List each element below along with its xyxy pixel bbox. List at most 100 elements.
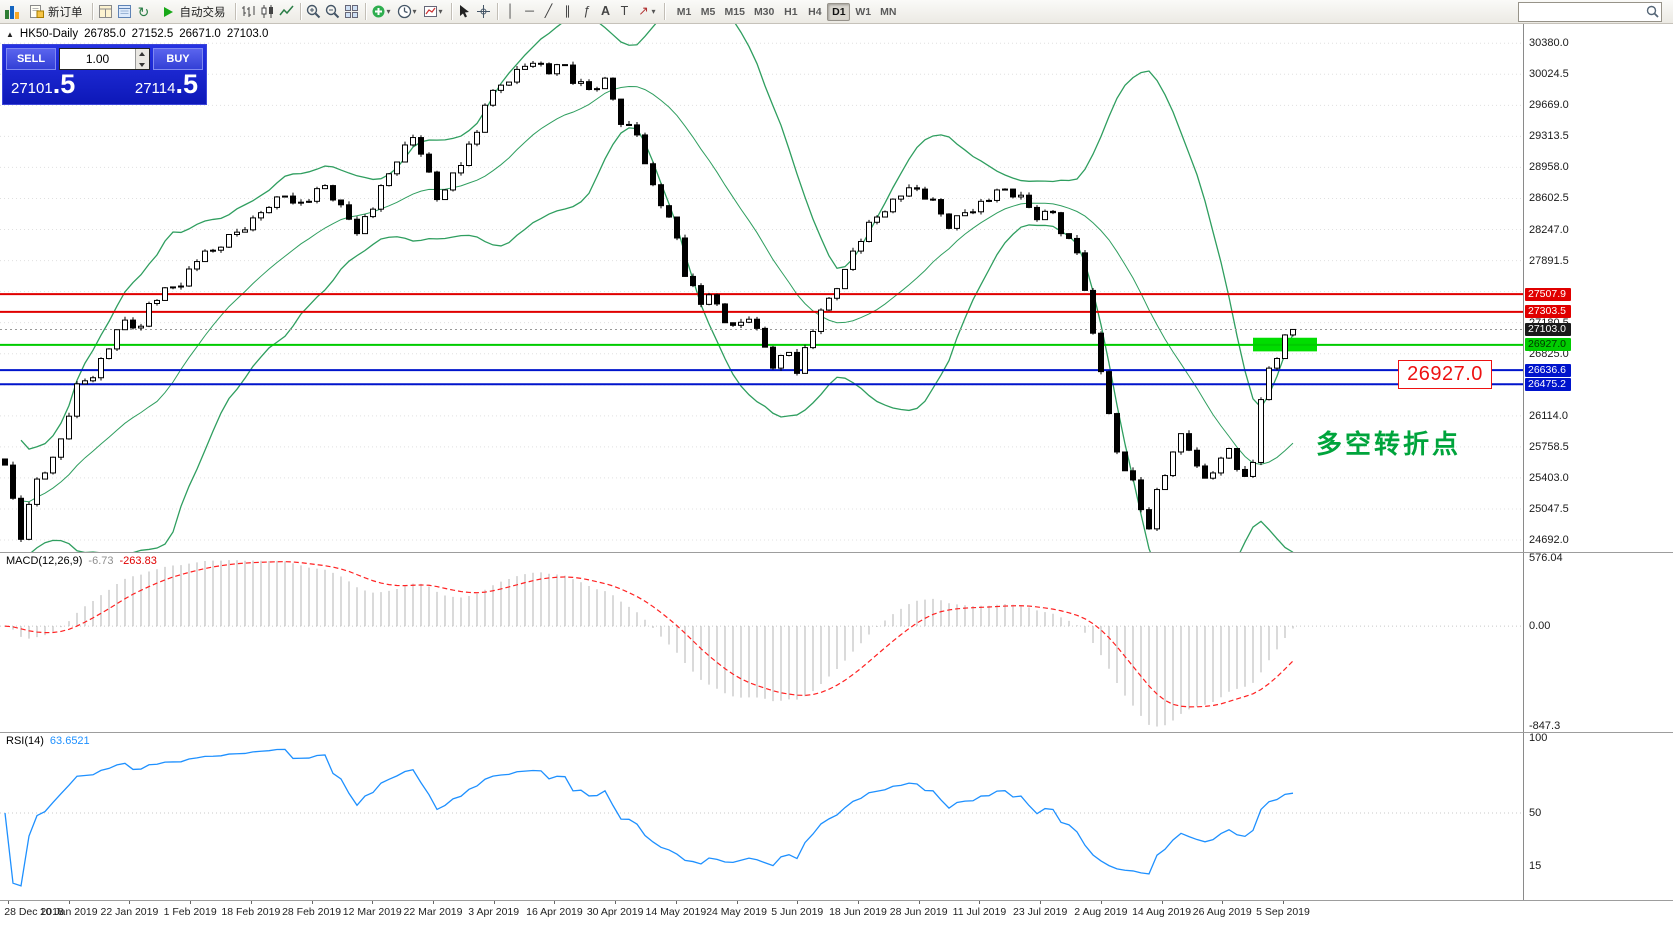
chart-window-title: ▲ HK50-Daily 26785.0 27152.5 26671.0 271… — [6, 28, 268, 40]
timeframe-w1[interactable]: W1 — [851, 3, 875, 21]
cursor-icon[interactable] — [456, 3, 474, 21]
crosshair-icon[interactable] — [475, 3, 493, 21]
sell-price[interactable]: 27101.5 — [11, 69, 76, 99]
timeframe-m30[interactable]: M30 — [750, 3, 778, 21]
candlestick-type-icon[interactable] — [259, 3, 277, 21]
date-tick — [311, 900, 313, 904]
price-tag: 27303.5 — [1525, 305, 1571, 319]
zoom-out-icon[interactable] — [324, 3, 342, 21]
horizontal-line-tool-icon[interactable]: ─ — [525, 4, 534, 19]
toolbar-separator — [91, 3, 93, 20]
market-watch-icon[interactable] — [97, 3, 115, 21]
ohlc-close: 27103.0 — [226, 28, 269, 40]
panel-collapse-icon[interactable]: ▲ — [6, 30, 14, 39]
date-tick — [675, 900, 677, 904]
volume-spinner — [135, 49, 149, 69]
main-pane-canvas[interactable] — [0, 24, 1523, 552]
timeframe-m5[interactable]: M5 — [697, 3, 720, 21]
date-tick — [797, 900, 799, 904]
scale-label: 25403.0 — [1529, 471, 1569, 484]
macd-pane-canvas[interactable] — [0, 552, 1523, 732]
timeframe-mn[interactable]: MN — [876, 3, 900, 21]
timeframe-m15[interactable]: M15 — [721, 3, 749, 21]
text-tool-icon[interactable]: A — [600, 4, 611, 19]
pane-divider[interactable] — [0, 732, 1673, 733]
templates-dropdown-caret-icon[interactable]: ▾ — [438, 7, 443, 16]
pane-divider[interactable] — [0, 552, 1673, 553]
date-label: 11 Jul 2019 — [952, 906, 1007, 918]
timeframe-h4[interactable]: H4 — [803, 3, 826, 21]
vertical-line-tool-icon[interactable]: │ — [506, 4, 515, 19]
date-label: 24 May 2019 — [706, 906, 767, 918]
date-label: 18 Jun 2019 — [829, 906, 887, 918]
indicators-dropdown-caret-icon[interactable]: ▾ — [386, 7, 391, 16]
price-tag: 27103.0 — [1525, 322, 1571, 336]
date-label: 5 Jun 2019 — [771, 906, 824, 918]
sell-button[interactable]: SELL — [6, 48, 56, 70]
bar-chart-type-icon[interactable] — [240, 3, 258, 21]
timeframe-m1[interactable]: M1 — [673, 3, 696, 21]
fibonacci-tool-icon[interactable]: ƒ — [583, 4, 590, 19]
price-tag: 26927.0 — [1525, 338, 1571, 352]
scale-label: 50 — [1529, 807, 1542, 819]
date-label: 28 Feb 2019 — [282, 906, 342, 918]
symbol-period-label: HK50-Daily — [19, 28, 79, 40]
volume-value[interactable]: 1.00 — [85, 52, 110, 66]
price-tag: 26475.2 — [1525, 377, 1571, 391]
date-tick — [1283, 900, 1284, 904]
timeframe-group: M1 M5 M15 M30 H1 H4 D1 W1 MN — [673, 2, 901, 21]
date-tick — [129, 900, 131, 904]
scale-label: 15 — [1529, 859, 1542, 872]
scale-label: 25047.5 — [1529, 502, 1569, 515]
date-tick — [372, 900, 374, 904]
text-label-tool-icon[interactable]: T — [620, 4, 629, 19]
buy-price[interactable]: 27114.5 — [134, 69, 198, 99]
date-axis[interactable]: 28 Dec 2018 10 Jan 2019 22 Jan 2019 1 Feb 2… — [0, 900, 1673, 950]
buy-button[interactable]: BUY — [153, 48, 203, 70]
refresh-icon[interactable]: ↻ — [137, 3, 150, 20]
scale-label: 24692.0 — [1529, 534, 1569, 547]
chart-area[interactable]: ▲ HK50-Daily 26785.0 27152.5 26671.0 271… — [0, 24, 1673, 950]
ohlc-high: 27152.5 — [131, 28, 174, 40]
indicators-icon[interactable] — [370, 3, 388, 21]
date-label: 30 Apr 2019 — [586, 906, 644, 918]
price-scale[interactable]: 30380.0 30024.5 29669.0 29313.5 28958.0 28602… — [1523, 24, 1673, 922]
date-label: 12 Mar 2019 — [342, 906, 402, 918]
scale-label: 100 — [1529, 732, 1548, 744]
volume-down-button[interactable] — [136, 59, 149, 69]
arrows-dropdown-caret-icon[interactable]: ▾ — [651, 7, 656, 16]
channel-tool-icon[interactable]: ∥ — [564, 4, 571, 19]
macd-label: MACD(12,26,9) -6.73 -263.83 — [6, 555, 157, 567]
periods-icon[interactable] — [396, 3, 414, 21]
search-input[interactable] — [1519, 4, 1643, 19]
templates-icon[interactable] — [422, 3, 440, 21]
date-label: 14 Aug 2019 — [1132, 906, 1192, 918]
search-box — [1518, 1, 1662, 22]
date-label: 28 Jun 2019 — [889, 906, 948, 918]
date-tick — [433, 900, 434, 904]
one-click-trading-panel: SELL 1.00 BUY 27101.5 27114.5 — [2, 44, 207, 105]
ohlc-open: 26785.0 — [84, 28, 126, 40]
date-tick — [858, 900, 859, 904]
date-tick — [190, 900, 192, 904]
autotrading-button[interactable]: 自动交易 — [154, 2, 231, 22]
line-chart-type-icon[interactable] — [278, 3, 296, 21]
search-icon[interactable] — [1643, 4, 1661, 20]
tile-windows-icon[interactable] — [343, 3, 361, 21]
periods-dropdown-caret-icon[interactable]: ▾ — [412, 7, 417, 16]
timeframe-d1[interactable]: D1 — [827, 2, 851, 21]
zoom-in-icon[interactable] — [305, 3, 323, 21]
new-order-button[interactable]: 新订单 — [22, 2, 88, 22]
macd-main-value: -6.73 — [88, 555, 114, 567]
ohlc-low: 26671.0 — [179, 28, 221, 40]
volume-up-button[interactable] — [136, 49, 149, 59]
rsi-pane-canvas[interactable] — [0, 732, 1523, 900]
price-tag: 27507.9 — [1525, 287, 1571, 301]
date-tick — [250, 900, 252, 904]
timeframe-h1[interactable]: H1 — [779, 3, 802, 21]
date-tick — [493, 900, 495, 904]
arrows-tool-icon[interactable]: ↗ — [638, 4, 649, 19]
toolbar-separator — [663, 3, 665, 20]
data-window-icon[interactable] — [116, 3, 134, 21]
trendline-tool-icon[interactable]: ╱ — [544, 4, 553, 19]
